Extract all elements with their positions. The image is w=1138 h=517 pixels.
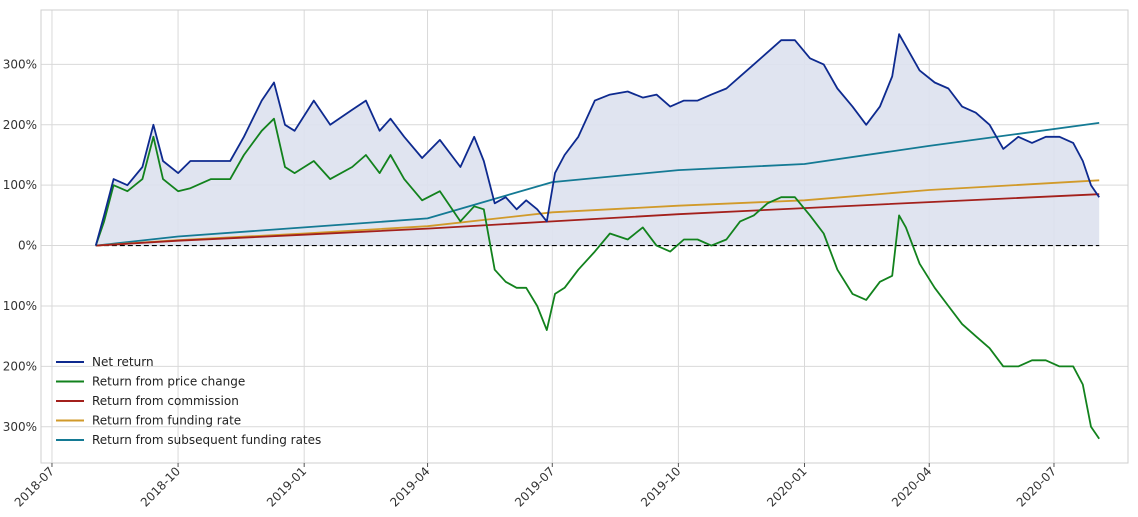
y-tick-label: 300% <box>3 57 37 71</box>
y-axis-ticks: 300% 200% 100% 0% 100% 200% 300% <box>3 57 37 433</box>
net-return-area <box>95 34 1100 246</box>
legend-label: Net return <box>92 355 154 369</box>
legend-label: Return from funding rate <box>92 414 241 428</box>
net-return-fill <box>95 34 1100 246</box>
y-tick-label: 200% <box>3 359 37 373</box>
series-line-return-from-subsequent-funding-rates <box>95 122 1100 247</box>
legend: Net return Return from price change Return… <box>56 355 321 447</box>
y-tick-label: 300% <box>3 420 37 434</box>
y-tick-label: 100% <box>3 299 37 313</box>
series-lines <box>94 33 1100 440</box>
legend-label: Return from subsequent funding rates <box>92 433 321 447</box>
legend-label: Return from commission <box>92 394 239 408</box>
plot-frame <box>40 9 1129 464</box>
series-line-net-return <box>94 33 1100 246</box>
series-line-return-from-price-change <box>94 117 1100 440</box>
y-tick-label: 200% <box>3 118 37 132</box>
y-tick-label: 0% <box>18 239 37 253</box>
series-line-return-from-commission <box>95 193 1100 247</box>
y-tick-label: 100% <box>3 178 37 192</box>
legend-label: Return from price change <box>92 375 245 389</box>
